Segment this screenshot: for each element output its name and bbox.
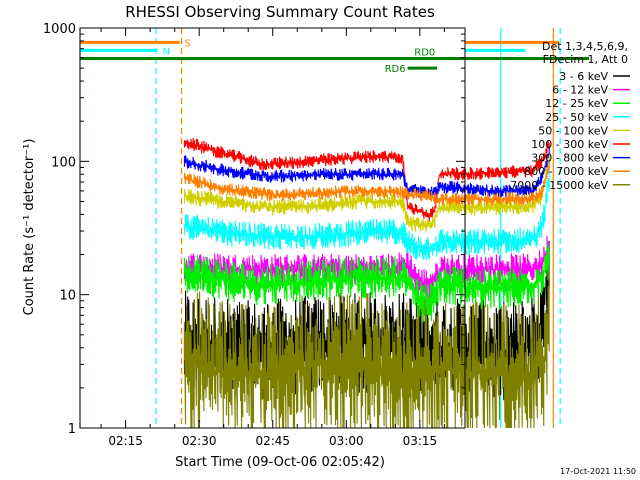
footer-timestamp: 17-Oct-2021 11:50	[560, 467, 636, 476]
legend: Det 1,3,4,5,6,9, FDecim 1, Att 0 3 - 6 k…	[510, 40, 630, 192]
legend-label-8: 7000 - 15000 keV	[510, 179, 608, 192]
y-tick-label-2: 100	[51, 155, 76, 170]
y-tick-label-0: 1	[68, 422, 76, 437]
series-line-6	[183, 147, 550, 199]
x-axis-label: Start Time (09-Oct-06 02:05:42)	[175, 455, 385, 470]
legend-header-line-2: FDecim 1, Att 0	[543, 53, 628, 66]
flag-label-n: N	[162, 46, 169, 57]
legend-label-2: 12 - 25 keV	[545, 97, 608, 110]
axes: 02:15 02:30 02:45 03:00 03:15 1 10 100 1000	[43, 22, 466, 448]
legend-label-1: 6 - 12 keV	[552, 84, 608, 97]
legend-label-0: 3 - 6 keV	[559, 70, 608, 83]
legend-label-6: 300 - 800 keV	[531, 152, 608, 165]
flag-label-rd0: RD0	[414, 48, 435, 59]
series-line-4	[183, 153, 550, 233]
series-line-3	[183, 168, 550, 261]
legend-header-line-1: Det 1,3,4,5,6,9,	[542, 40, 628, 53]
legend-label-5: 100 - 300 keV	[531, 138, 608, 151]
series-line-5	[183, 137, 550, 221]
flag-label-s: S	[185, 38, 191, 49]
y-axis-label: Count Rate (s⁻¹ detector⁻¹)	[22, 139, 37, 316]
chart-title: RHESSI Observing Summary Count Rates	[125, 3, 435, 21]
y-tick-label-3: 1000	[43, 22, 76, 37]
legend-label-4: 50 - 100 keV	[538, 124, 608, 137]
x-tick-label-1: 02:30	[182, 434, 217, 448]
x-tick-label-4: 03:15	[403, 434, 438, 448]
series-line-8	[183, 264, 550, 429]
flag-label-rd6: RD6	[385, 64, 406, 75]
series-line-2	[183, 241, 550, 323]
y-tick-label-1: 10	[59, 289, 76, 304]
legend-label-3: 25 - 50 keV	[545, 111, 608, 124]
legend-label-7: 800 - 7000 keV	[524, 165, 608, 178]
plot-area: S N RD0 RD6	[79, 28, 590, 429]
series-line-7	[183, 159, 550, 206]
x-tick-label-0: 02:15	[108, 434, 143, 448]
x-tick-label-2: 02:45	[255, 434, 290, 448]
x-tick-label-3: 03:00	[329, 434, 364, 448]
